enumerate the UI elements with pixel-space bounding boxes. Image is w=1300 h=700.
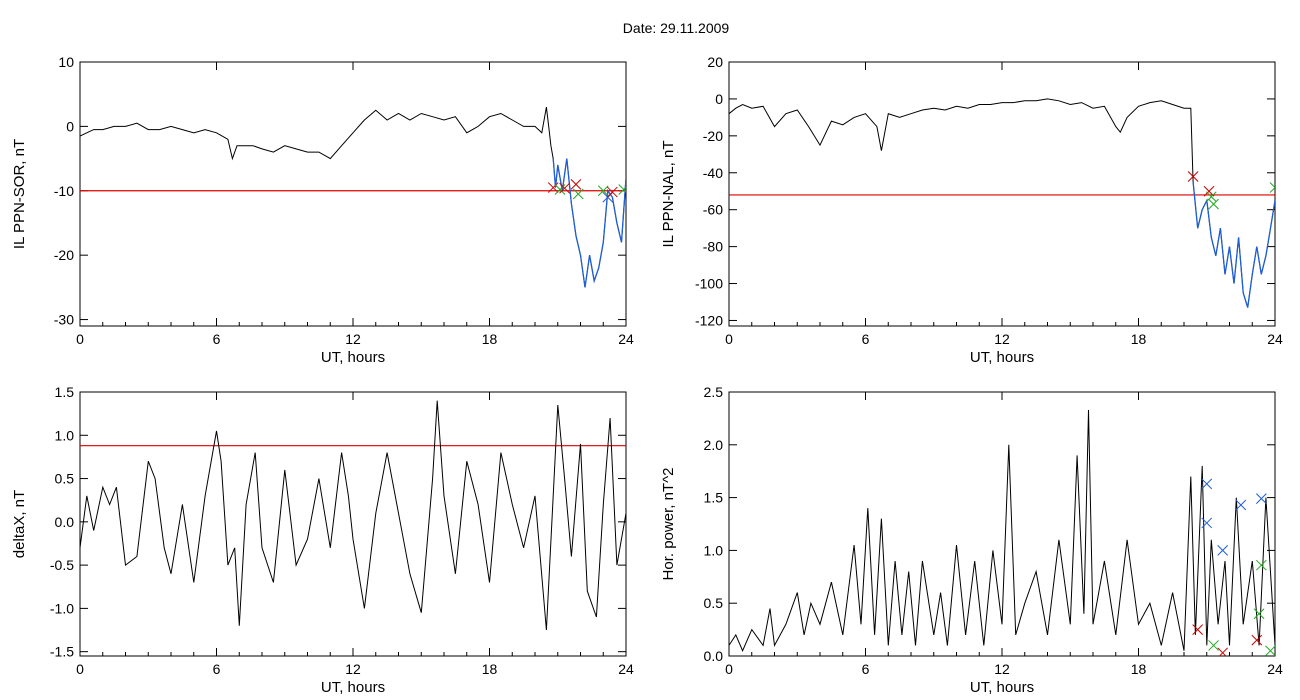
y-tick-label: 0 [715,91,723,107]
marker-blue [1235,499,1247,511]
marker-green [554,184,566,195]
y-tick-label: -60 [703,202,723,218]
x-tick-label: 24 [618,661,634,677]
plot-area [80,107,626,288]
y-tick-label: 1.0 [55,427,75,443]
marker-red [1251,634,1263,646]
y-tick-label: 2.5 [704,384,724,400]
y-tick-label: -0.5 [50,557,74,573]
y-tick-label: -20 [54,247,74,263]
y-tick-label: 20 [707,54,723,70]
y-axis-label: Hor. power, nT^2 [660,468,677,581]
y-tick-label: 0.0 [55,514,75,530]
marker-green [597,185,609,197]
marker-green [1253,608,1265,620]
x-tick-label: 6 [862,331,870,347]
event-series-line [552,158,626,288]
x-tick-label: 24 [1267,331,1283,347]
marker-blue [1255,493,1267,505]
marker-green [1269,182,1275,193]
x-tick-label: 0 [725,331,733,347]
marker-blue [1201,517,1213,529]
x-tick-label: 18 [482,331,498,347]
marker-red [606,186,618,198]
x-tick-label: 0 [76,331,84,347]
x-axis-label: UT, hours [321,349,385,366]
series-line [729,409,1275,652]
series-line [80,400,626,631]
plot-area [729,98,1275,308]
figure-title: Date: 29.11.2009 [623,20,730,36]
marker-green [1205,191,1217,203]
marker-blue [1217,545,1229,556]
x-axis-label: UT, hours [970,679,1034,696]
y-tick-label: 1.5 [704,490,724,506]
x-tick-label: 18 [1131,661,1147,677]
x-tick-label: 12 [994,331,1010,347]
x-tick-label: 24 [1267,661,1283,677]
y-tick-label: -30 [54,312,74,328]
marker-green [572,188,584,200]
y-tick-label: -20 [703,128,723,144]
y-tick-label: 2.0 [704,437,724,453]
y-axis-label: IL PPN-SOR, nT [11,139,28,249]
chart-deltax: 0 6 12 18 24 1.5 1.0 0.5 0.0 -0.5 -1.0 -1.5 UT, hour… [11,384,634,696]
marker-red [547,182,559,193]
y-tick-label: -120 [695,312,723,328]
y-tick-label: 0.5 [704,595,724,611]
y-tick-label: -40 [703,165,723,181]
marker-blue [1201,478,1213,490]
plot-frame [79,61,627,327]
x-tick-label: 12 [345,331,361,347]
plot-frame [79,391,627,657]
x-tick-label: 18 [1131,331,1147,347]
marker-red [1217,647,1229,656]
y-tick-label: -1.5 [50,644,74,660]
plot-frame [728,61,1276,327]
x-tick-label: 0 [76,661,84,677]
x-tick-label: 6 [862,661,870,677]
x-tick-label: 0 [725,661,733,677]
x-axis-label: UT, hours [970,349,1034,366]
marker-red [1203,185,1215,197]
series-line [729,98,1275,308]
plot-area [80,400,626,631]
marker-green [1265,645,1275,656]
y-tick-label: 1.5 [55,384,75,400]
chart-il-ppn-sor: 0 6 12 18 24 10 0 -10 -20 -30 UT, hours IL PPN-SOR,… [11,54,634,366]
x-tick-label: 12 [994,661,1010,677]
marker-red [559,182,570,194]
marker-green [1208,198,1219,210]
chart-il-ppn-nal: 0 6 12 18 24 20 0 -20 -40 -60 -80 -100 -120 UT, hours… [660,54,1283,366]
marker-red [1187,171,1199,182]
y-tick-label: 0 [66,118,74,134]
x-tick-label: 12 [345,661,361,677]
chart-hor-power: 0 6 12 18 24 2.5 2.0 1.5 1.0 0.5 0.0 UT, hours Hor. … [660,384,1283,696]
y-axis-label: deltaX, nT [11,490,28,558]
marker-red [570,178,582,190]
y-tick-label: -10 [54,183,74,199]
x-axis-label: UT, hours [321,679,385,696]
x-tick-label: 6 [213,331,221,347]
y-axis-label: IL PPN-NAL, nT [660,141,677,248]
x-tick-label: 18 [482,661,498,677]
marker-red [1192,624,1204,635]
y-tick-label: -80 [703,239,723,255]
y-tick-label: 10 [58,54,74,70]
marker-green [618,184,626,195]
marker-green [1208,640,1219,651]
y-tick-label: 1.0 [704,542,724,558]
y-tick-label: 0.5 [55,471,75,487]
y-tick-label: 0.0 [704,648,724,664]
y-tick-label: -1.0 [50,600,74,616]
event-series-line [1192,181,1275,308]
y-tick-label: -100 [695,276,723,292]
x-tick-label: 24 [618,331,634,347]
plot-area [729,409,1275,656]
marker-green [1255,559,1267,571]
series-line [80,107,626,288]
x-tick-label: 6 [213,661,221,677]
